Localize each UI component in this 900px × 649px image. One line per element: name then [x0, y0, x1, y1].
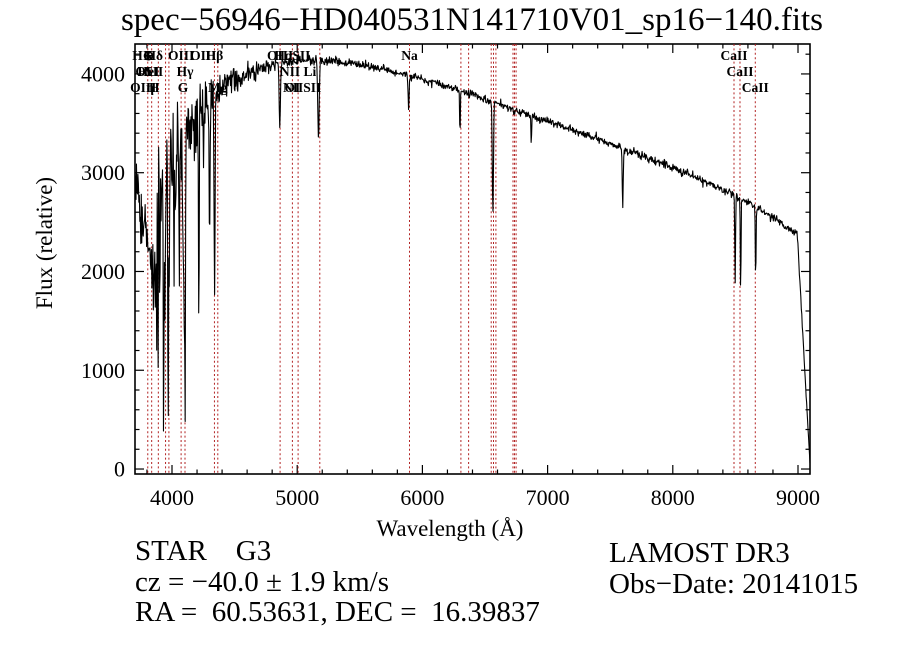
svg-text:CaII: CaII [720, 48, 747, 63]
svg-text:4000: 4000 [150, 485, 194, 510]
svg-text:2000: 2000 [81, 259, 125, 284]
svg-text:Na: Na [401, 48, 418, 63]
svg-text:CaII: CaII [726, 64, 753, 79]
svg-text:9000: 9000 [776, 485, 820, 510]
svg-text:NIISII: NIISII [283, 80, 321, 95]
svg-text:Hβ: Hβ [206, 48, 224, 63]
svg-text:4000: 4000 [81, 61, 125, 86]
svg-text:G: G [178, 80, 189, 95]
svg-text:3000: 3000 [81, 160, 125, 185]
svg-text:7000: 7000 [526, 485, 570, 510]
svg-text:5000: 5000 [275, 485, 319, 510]
svg-text:NII Li: NII Li [280, 64, 317, 79]
svg-text:H: H [149, 80, 160, 95]
svg-text:Hδ: Hδ [145, 48, 163, 63]
svg-text:8000: 8000 [651, 485, 695, 510]
svg-text:6000: 6000 [400, 485, 444, 510]
svg-text:SII: SII [145, 64, 163, 79]
svg-text:CaII: CaII [742, 80, 769, 95]
svg-text:0: 0 [114, 457, 125, 482]
svg-text:Hγ: Hγ [177, 64, 195, 79]
svg-text:1000: 1000 [81, 358, 125, 383]
